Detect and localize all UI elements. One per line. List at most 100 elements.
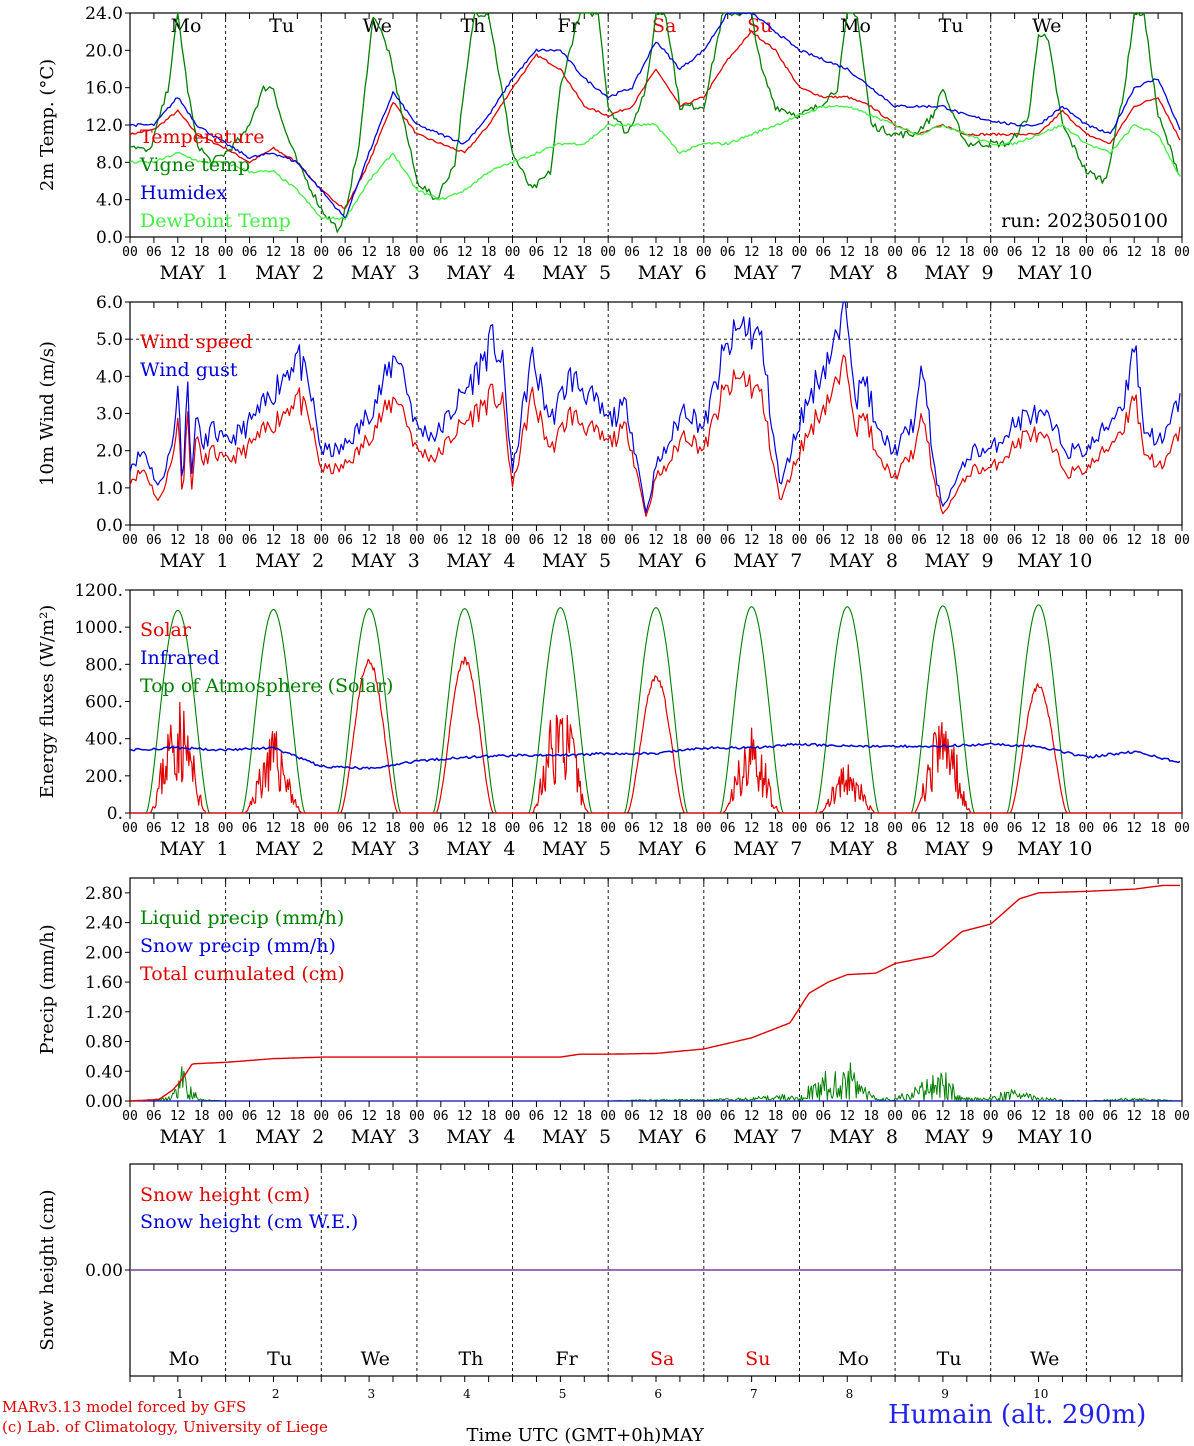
hour-tick-label: 18: [863, 1109, 879, 1124]
hour-tick-label: 12: [170, 533, 186, 548]
legend-entry: Wind speed: [140, 331, 252, 353]
hour-tick-label: 06: [337, 533, 353, 548]
day-name: Sa: [650, 1348, 674, 1370]
hour-tick-label: 12: [648, 1109, 664, 1124]
hour-tick-label: 00: [313, 1109, 329, 1124]
date-label: MAY 6: [638, 1126, 707, 1148]
station-name: Humain (alt. 290m): [888, 1400, 1147, 1430]
hour-tick-label: 18: [959, 1109, 975, 1124]
day-name: Mo: [169, 1348, 200, 1370]
hour-tick-label: 00: [1174, 1109, 1190, 1124]
hour-tick-label: 12: [935, 1109, 951, 1124]
hour-tick-label: 00: [313, 533, 329, 548]
hour-tick-label: 12: [553, 821, 569, 836]
y-axis-label: Snow height (cm): [37, 1189, 58, 1350]
hour-tick-label: 06: [624, 245, 640, 260]
hour-tick-label: 06: [529, 1109, 545, 1124]
hour-tick-label: 18: [290, 245, 306, 260]
hour-tick-label: 18: [481, 821, 497, 836]
y-tick-label: 1.0: [96, 479, 123, 499]
hour-tick-label: 06: [720, 245, 736, 260]
hour-tick-label: 00: [696, 533, 712, 548]
hour-tick-label: 00: [1174, 533, 1190, 548]
hour-tick-label: 00: [696, 821, 712, 836]
hour-tick-label: 18: [863, 533, 879, 548]
hour-tick-label: 12: [553, 1109, 569, 1124]
hour-tick-label: 00: [409, 533, 425, 548]
hour-tick-label: 00: [600, 1109, 616, 1124]
day-number: 3: [367, 1387, 375, 1401]
day-name: Tu: [269, 15, 294, 37]
hour-tick-label: 12: [648, 245, 664, 260]
legend-entry: Total cumulated (cm): [140, 963, 345, 985]
hour-tick-label: 00: [505, 245, 521, 260]
date-label: MAY 5: [542, 550, 611, 572]
date-label: MAY 10: [1017, 1126, 1092, 1148]
hour-tick-label: 00: [218, 821, 234, 836]
hour-tick-label: 18: [672, 245, 688, 260]
hour-tick-label: 18: [1150, 533, 1166, 548]
hour-tick-label: 18: [576, 245, 592, 260]
hour-tick-label: 00: [218, 1109, 234, 1124]
hour-tick-label: 06: [146, 821, 162, 836]
legend-entry: Snow height (cm W.E.): [140, 1211, 358, 1233]
hour-tick-label: 12: [457, 821, 473, 836]
date-label: MAY 9: [925, 838, 994, 860]
hour-tick-label: 00: [1079, 245, 1095, 260]
hour-tick-label: 06: [1102, 245, 1118, 260]
hour-tick-label: 06: [911, 245, 927, 260]
hour-tick-label: 18: [385, 533, 401, 548]
y-tick-label: 1.60: [85, 973, 123, 993]
hour-tick-label: 06: [1102, 533, 1118, 548]
series-line: [129, 301, 1181, 514]
hour-tick-label: 12: [170, 821, 186, 836]
day-number: 4: [463, 1387, 471, 1401]
hour-tick-label: 06: [529, 533, 545, 548]
hour-tick-label: 00: [983, 245, 999, 260]
day-name: We: [363, 15, 392, 37]
hour-tick-label: 18: [863, 245, 879, 260]
hour-tick-label: 00: [1079, 821, 1095, 836]
hour-tick-label: 12: [839, 533, 855, 548]
day-name: Su: [745, 1348, 770, 1370]
hour-tick-label: 06: [433, 1109, 449, 1124]
hour-tick-label: 18: [481, 533, 497, 548]
run-annotation: run: 2023050100: [1001, 210, 1168, 232]
hour-tick-label: 06: [337, 821, 353, 836]
hour-tick-label: 12: [361, 245, 377, 260]
hour-tick-label: 12: [361, 821, 377, 836]
hour-tick-label: 18: [768, 1109, 784, 1124]
date-label: MAY 9: [925, 550, 994, 572]
hour-tick-label: 12: [266, 533, 282, 548]
y-tick-label: 2.40: [85, 914, 123, 934]
hour-tick-label: 00: [792, 533, 808, 548]
day-number: 8: [846, 1387, 854, 1401]
hour-tick-label: 00: [122, 1109, 138, 1124]
hour-tick-label: 06: [624, 821, 640, 836]
y-tick-label: 3.0: [96, 405, 123, 425]
hour-tick-label: 18: [481, 245, 497, 260]
hour-tick-label: 00: [218, 533, 234, 548]
hour-tick-label: 12: [744, 245, 760, 260]
hour-tick-label: 12: [457, 533, 473, 548]
hour-tick-label: 18: [959, 533, 975, 548]
hour-tick-label: 12: [1031, 245, 1047, 260]
hour-tick-label: 06: [816, 1109, 832, 1124]
legend-entry: Solar: [140, 619, 192, 641]
hour-tick-label: 00: [218, 245, 234, 260]
legend-entry: DewPoint Temp: [140, 210, 291, 232]
y-axis-label: Precip (mm/h): [37, 924, 58, 1054]
hour-tick-label: 12: [553, 245, 569, 260]
date-label: MAY 5: [542, 262, 611, 284]
hour-tick-label: 00: [1079, 1109, 1095, 1124]
hour-tick-label: 06: [816, 821, 832, 836]
y-tick-label: 200.: [85, 767, 123, 787]
date-label: MAY 4: [446, 1126, 515, 1148]
hour-tick-label: 12: [170, 245, 186, 260]
hour-tick-label: 00: [696, 245, 712, 260]
day-name: We: [1030, 1348, 1059, 1370]
hour-tick-label: 18: [481, 1109, 497, 1124]
hour-tick-label: 18: [768, 533, 784, 548]
hour-tick-label: 12: [648, 533, 664, 548]
